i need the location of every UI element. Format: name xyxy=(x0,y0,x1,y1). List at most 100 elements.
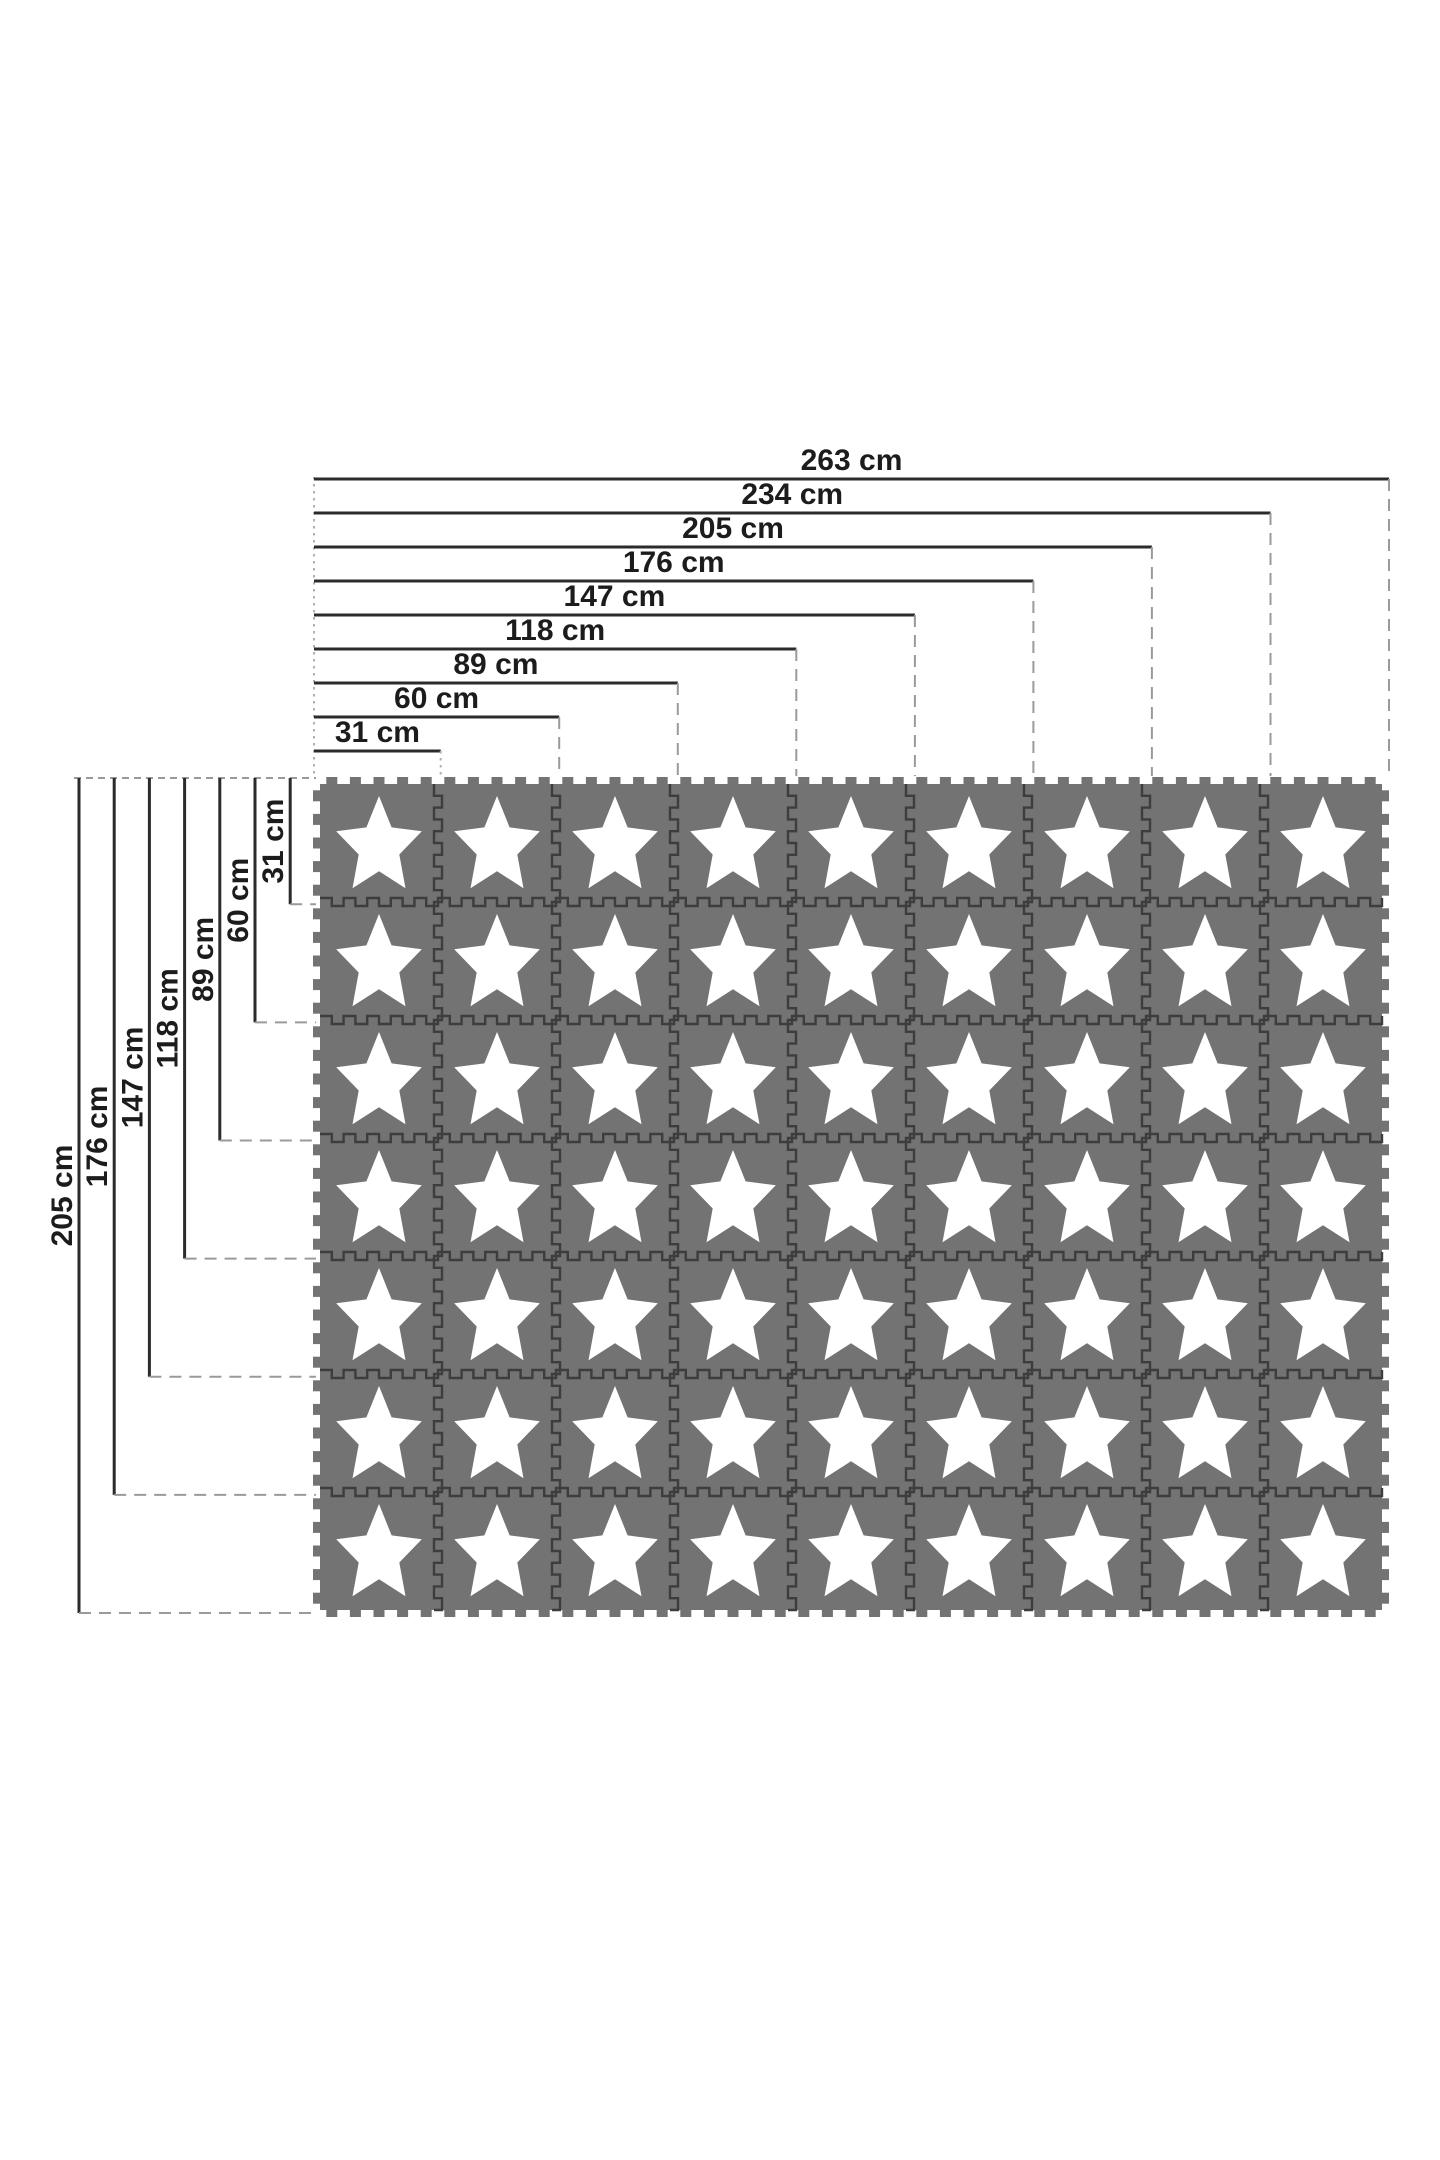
edge-tab xyxy=(313,1215,321,1227)
edge-tab xyxy=(1381,1474,1389,1486)
edge-tab xyxy=(313,1451,321,1463)
star-tile-motif xyxy=(336,796,422,889)
edge-tab xyxy=(444,1609,456,1617)
edge-tab xyxy=(313,1120,321,1132)
dimension-label-left: 89 cm xyxy=(187,917,220,1002)
star-tile-motif xyxy=(926,1150,1012,1243)
star-tile-motif xyxy=(454,1150,540,1243)
edge-tab xyxy=(1057,1609,1069,1617)
edge-tab xyxy=(585,777,597,785)
edge-tab xyxy=(1381,1521,1389,1533)
edge-tab xyxy=(1317,1609,1329,1617)
edge-tab xyxy=(1128,777,1140,785)
edge-tab xyxy=(1381,813,1389,825)
edge-tab xyxy=(1381,1049,1389,1061)
edge-tab xyxy=(1341,777,1353,785)
dimension-label-top: 60 cm xyxy=(394,682,479,715)
edge-tab xyxy=(467,1609,479,1617)
dimension-label-top: 147 cm xyxy=(564,580,666,613)
edge-tab xyxy=(656,1609,668,1617)
edge-tab xyxy=(313,1380,321,1392)
tile-seam-vertical xyxy=(904,784,916,1612)
star-tile-motif xyxy=(690,1032,776,1125)
edge-tab xyxy=(373,777,385,785)
edge-tab xyxy=(313,1073,321,1085)
star-tile-motif xyxy=(572,1386,658,1479)
dimension-label-left: 60 cm xyxy=(222,858,255,943)
edge-tab xyxy=(313,1569,321,1581)
edge-tab xyxy=(1381,837,1389,849)
star-tile-motif xyxy=(926,796,1012,889)
edge-tab xyxy=(916,777,928,785)
edge-tab xyxy=(1381,884,1389,896)
star-tile-motif xyxy=(454,1386,540,1479)
edge-tab xyxy=(1381,1238,1389,1250)
edge-tab xyxy=(313,1521,321,1533)
edge-tab xyxy=(313,813,321,825)
edge-tab xyxy=(1317,777,1329,785)
star-tile-motif xyxy=(1280,1150,1366,1243)
edge-tab xyxy=(515,777,527,785)
edge-tab xyxy=(397,777,409,785)
star-tile-motif xyxy=(1280,1504,1366,1597)
edge-tab xyxy=(562,777,574,785)
star-tile-motif xyxy=(336,914,422,1007)
tile-seam-horizontal xyxy=(320,1368,1384,1380)
edge-tab xyxy=(313,931,321,943)
star-tile-motif xyxy=(808,796,894,889)
edge-tab xyxy=(1381,1545,1389,1557)
edge-tab xyxy=(1381,1073,1389,1085)
star-tile-motif xyxy=(454,1504,540,1597)
star-tile-motif xyxy=(336,1504,422,1597)
edge-tab xyxy=(313,861,321,873)
dimension-label-top: 263 cm xyxy=(801,444,903,477)
star-tile-motif xyxy=(572,1150,658,1243)
edge-tab xyxy=(1381,1120,1389,1132)
tile-seam-horizontal xyxy=(320,1250,1384,1262)
tile-seam-horizontal xyxy=(320,1014,1384,1026)
edge-tab xyxy=(1381,1215,1389,1227)
edge-tab xyxy=(1270,777,1282,785)
edge-tab xyxy=(313,1403,321,1415)
edge-tab xyxy=(1381,1569,1389,1581)
star-tile-motif xyxy=(1280,1032,1366,1125)
star-tile-motif xyxy=(1162,1268,1248,1361)
edge-tab xyxy=(1199,1609,1211,1617)
edge-tab xyxy=(1057,777,1069,785)
edge-tab xyxy=(963,777,975,785)
edge-tab xyxy=(1381,1002,1389,1014)
star-tile-motif xyxy=(572,1268,658,1361)
edge-tab xyxy=(869,1609,881,1617)
edge-tab xyxy=(963,1609,975,1617)
edge-tab xyxy=(1246,777,1258,785)
edge-tab xyxy=(349,777,361,785)
edge-tab xyxy=(420,1609,432,1617)
star-tile-motif xyxy=(1280,796,1366,889)
edge-tab xyxy=(774,1609,786,1617)
star-tile-motif xyxy=(926,1032,1012,1125)
edge-tab xyxy=(774,777,786,785)
edge-tab xyxy=(373,1609,385,1617)
edge-tab xyxy=(1381,1427,1389,1439)
edge-tab xyxy=(349,1609,361,1617)
edge-tab xyxy=(1175,777,1187,785)
star-tile-motif xyxy=(572,1504,658,1597)
edge-tab xyxy=(1152,777,1164,785)
edge-tab xyxy=(1175,1609,1187,1617)
edge-tab xyxy=(313,1427,321,1439)
dimension-label-left: 118 cm xyxy=(152,968,185,1068)
edge-tab xyxy=(680,777,692,785)
edge-tab xyxy=(313,1049,321,1061)
edge-tab xyxy=(313,1026,321,1038)
edge-tab xyxy=(313,1285,321,1297)
star-tile-motif xyxy=(1162,1386,1248,1479)
edge-tab xyxy=(1223,1609,1235,1617)
edge-tab xyxy=(313,884,321,896)
star-tile-motif xyxy=(1162,1032,1248,1125)
tile-seam-horizontal xyxy=(320,1486,1384,1498)
star-tile-motif xyxy=(454,1268,540,1361)
